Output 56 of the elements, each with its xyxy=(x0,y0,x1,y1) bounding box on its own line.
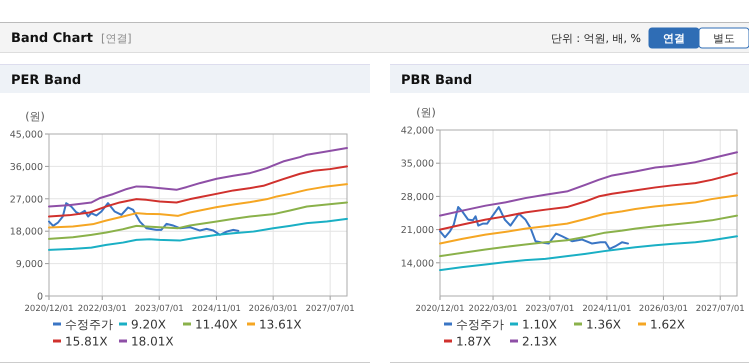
x-tick-label: 2026/03/01 xyxy=(638,304,688,314)
legend-label: 2.13X xyxy=(522,334,557,348)
legend-label: 1.36X xyxy=(586,318,621,332)
line-series xyxy=(439,151,738,217)
y-axis-title: (원) xyxy=(416,106,436,119)
x-tick-label: 2024/11/01 xyxy=(582,304,632,314)
x-tick-label: 2027/07/01 xyxy=(696,304,745,314)
line-series xyxy=(48,202,240,236)
chart-title: PER Band xyxy=(11,73,82,88)
line-series xyxy=(439,172,738,231)
y-tick-label: 27,000 xyxy=(10,194,43,206)
line-series xyxy=(48,218,348,251)
line-series xyxy=(439,235,738,272)
x-tick-label: 2023/07/01 xyxy=(134,304,184,314)
x-tick-label: 2020/12/01 xyxy=(24,304,74,314)
y-tick-label: 9,000 xyxy=(16,259,43,270)
line-series xyxy=(48,147,348,208)
legend-label: 18.01X xyxy=(131,334,174,348)
y-tick-label: 14,000 xyxy=(400,258,434,270)
text: 단위 : 억원, 배, % xyxy=(550,32,641,45)
legend-label: 9.20X xyxy=(131,318,166,332)
y-tick-label: 28,000 xyxy=(400,192,434,203)
legend-label: 수정주가 xyxy=(456,318,504,332)
legend-label: 13.61X xyxy=(259,318,302,332)
x-tick-label: 2022/03/01 xyxy=(468,304,518,314)
text: 연결 xyxy=(663,32,685,45)
text: [연결] xyxy=(100,32,132,45)
y-axis-title: (원) xyxy=(25,110,45,123)
line-series xyxy=(439,214,738,258)
legend-label: 수정주가 xyxy=(65,318,113,332)
legend-label: 1.87X xyxy=(456,334,491,348)
x-tick-label: 2020/12/01 xyxy=(416,304,464,314)
x-tick-label: 2027/07/01 xyxy=(306,304,355,314)
y-tick-label: 35,000 xyxy=(400,158,434,170)
y-tick-label: 45,000 xyxy=(10,130,43,140)
legend-label: 1.10X xyxy=(522,318,557,332)
legend-label: 11.40X xyxy=(195,318,238,332)
line-series xyxy=(439,194,738,245)
y-tick-label: 42,000 xyxy=(400,126,434,136)
x-tick-label: 2026/03/01 xyxy=(248,304,298,314)
line-series xyxy=(48,183,348,229)
line-series xyxy=(48,201,348,240)
chart-title: PBR Band xyxy=(401,73,472,88)
legend-label: 15.81X xyxy=(65,334,108,348)
legend-label: 1.62X xyxy=(650,318,685,332)
y-tick-label: 0 xyxy=(36,292,43,302)
y-tick-label: 18,000 xyxy=(10,226,43,238)
x-tick-label: 2023/07/01 xyxy=(525,304,574,314)
line-series xyxy=(439,206,629,250)
text: Band Chart xyxy=(11,31,93,46)
x-tick-label: 2022/03/01 xyxy=(78,304,127,314)
y-tick-label: 21,000 xyxy=(400,225,434,236)
line-series xyxy=(48,165,348,218)
text: 별도 xyxy=(713,32,735,45)
x-tick-label: 2024/11/01 xyxy=(192,304,241,314)
y-tick-label: 36,000 xyxy=(10,162,43,173)
